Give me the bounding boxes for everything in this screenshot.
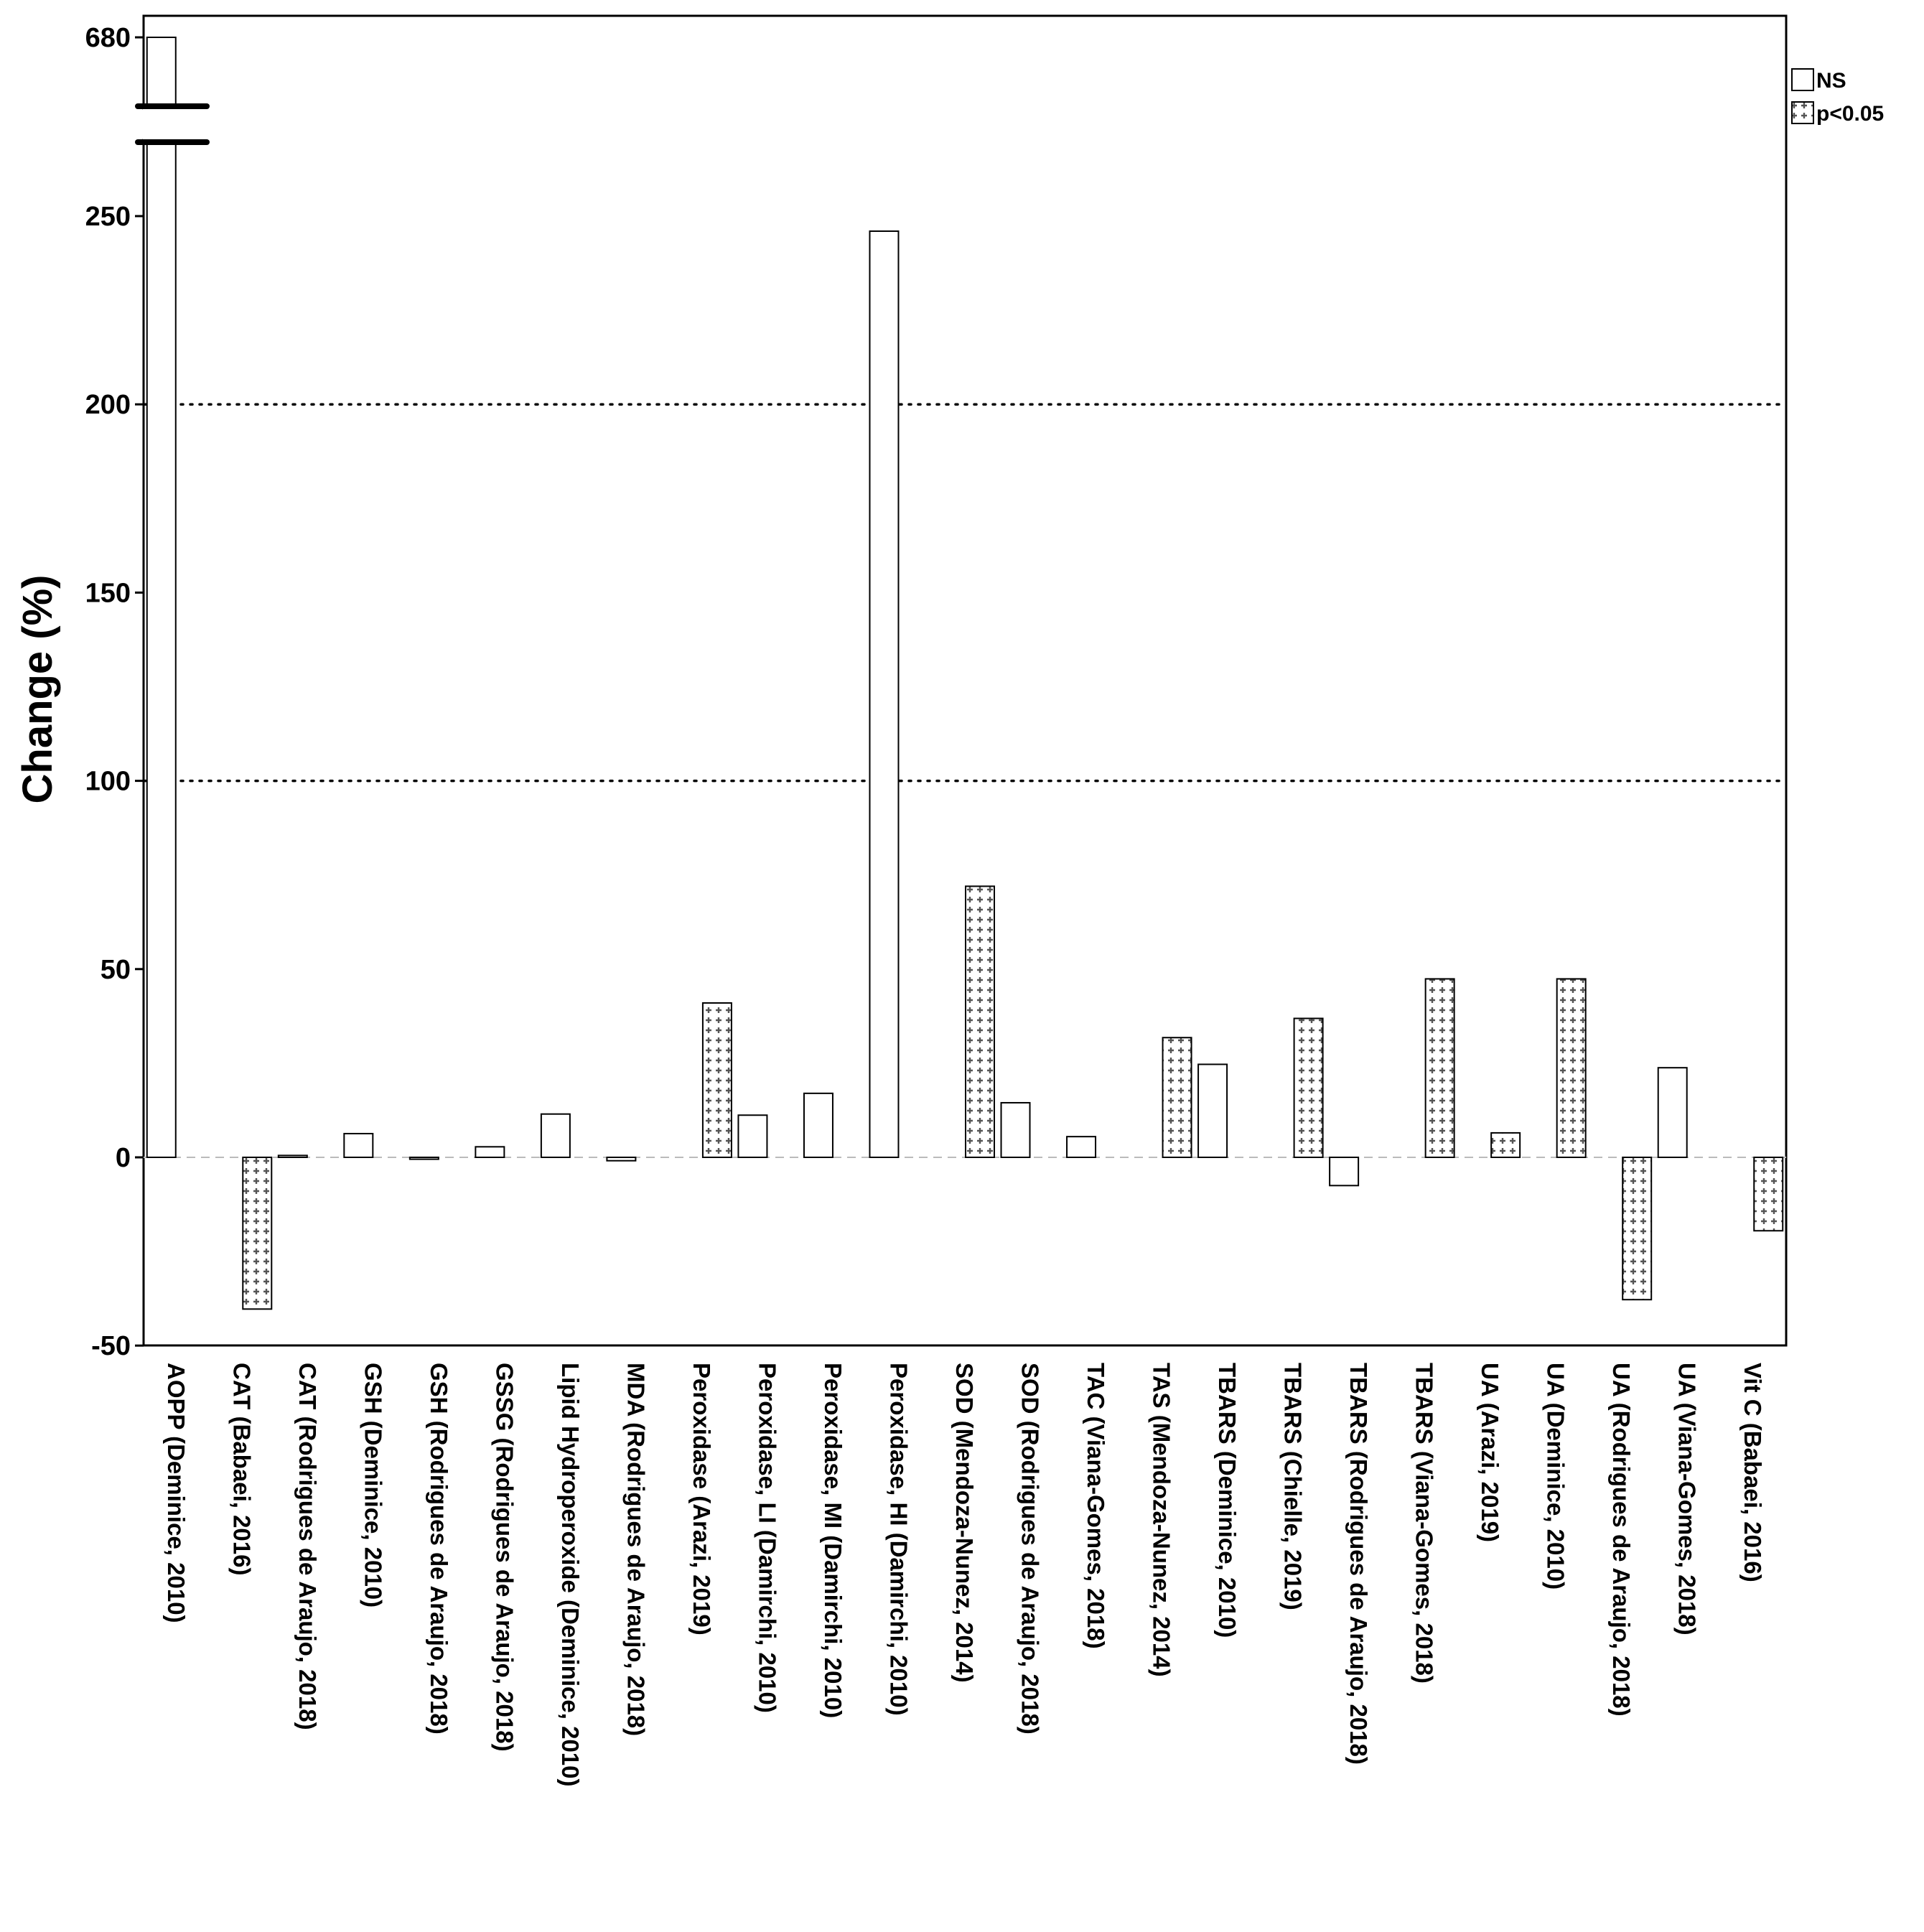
y-tick-label-6: 250: [85, 202, 131, 232]
y-axis-label: Change (%): [14, 575, 61, 804]
y-tick-label-0: -50: [91, 1331, 131, 1361]
x-tick-label-13: SOD (Rodrigues de Araujo, 2018): [1017, 1363, 1044, 1735]
bar-sig-1: [242, 1157, 273, 1310]
bar-ns-11: [869, 230, 900, 1159]
legend-swatch-ns: [1791, 68, 1814, 91]
bar-ns-14: [1066, 1136, 1097, 1158]
bar-sig-19: [1424, 978, 1455, 1159]
bar-ns-5: [475, 1146, 505, 1158]
x-tick-label-0: AOPP (Deminice, 2010): [163, 1363, 190, 1623]
y-tick-label-4: 150: [85, 578, 131, 608]
legend-swatch-sig: [1791, 101, 1814, 124]
bar-ns-2: [277, 1154, 308, 1159]
y-axis: -50 0 50 100 150 200 250 680: [85, 23, 144, 1361]
y-tick-label-top: 680: [85, 23, 131, 53]
x-tick-label-1: CAT (Babaei, 2016): [228, 1363, 255, 1575]
x-tick-label-6: Lipid Hydroperoxide (Deminice, 2010): [557, 1363, 584, 1787]
x-tick-label-4: GSH (Rodrigues de Araujo, 2018): [426, 1363, 452, 1735]
y-tick-label-5: 200: [85, 390, 131, 420]
bars: [135, 37, 1784, 1310]
x-tick-label-16: TBARS (Deminice, 2010): [1214, 1363, 1241, 1638]
axis-break-mark-1: [135, 139, 210, 145]
legend: NS p<0.05: [1791, 68, 1884, 126]
axis-break-mark-0: [135, 103, 210, 109]
x-tick-label-7: MDA (Rodrigues de Araujo, 2018): [622, 1363, 649, 1736]
legend-label-sig: p<0.05: [1816, 102, 1884, 126]
y-tick-label-1: 0: [116, 1143, 131, 1173]
x-tick-label-24: Vit C (Babaei, 2016): [1739, 1363, 1766, 1582]
bar-sig-21: [1556, 978, 1587, 1159]
bar-ns-10: [803, 1092, 833, 1159]
x-tick-label-20: UA (Arazi, 2019): [1477, 1363, 1503, 1542]
axis-break-axis-gap: [135, 110, 149, 139]
bar-ns-18: [1329, 1157, 1360, 1187]
bar-sig-12: [965, 885, 995, 1158]
x-tick-label-2: CAT (Rodrigues de Araujo, 2018): [294, 1363, 321, 1730]
bar-sig-24: [1753, 1157, 1784, 1232]
x-tick-label-14: TAC (Viana-Gomes, 2018): [1083, 1363, 1109, 1649]
bar-ns-7: [606, 1157, 637, 1162]
x-tick-label-22: UA (Rodrigues de Araujo, 2018): [1608, 1363, 1635, 1717]
bar-ns-3: [343, 1132, 374, 1158]
bar-sig-8: [701, 1002, 732, 1158]
bar-ns-4: [408, 1157, 439, 1160]
x-tick-label-21: UA (Deminice, 2010): [1543, 1363, 1569, 1590]
bar-sig-22: [1622, 1157, 1653, 1301]
y-tick-label-2: 50: [101, 955, 131, 985]
bar-sig-15: [1162, 1037, 1192, 1159]
x-tick-label-5: GSSG (Rodrigues de Araujo, 2018): [491, 1363, 518, 1752]
bar-ns-9: [737, 1114, 768, 1159]
plot-frame: [142, 14, 1788, 1347]
x-tick-label-17: TBARS (Chielle, 2019): [1280, 1363, 1307, 1610]
x-tick-label-10: Peroxidase, MI (Damirchi, 2010): [820, 1363, 846, 1718]
bar-ns-6: [540, 1113, 571, 1158]
x-tick-label-3: GSH (Deminice, 2010): [360, 1363, 386, 1607]
y-tick-label-3: 100: [85, 767, 131, 797]
x-tick-label-12: SOD (Mendoza-Nunez, 2014): [951, 1363, 978, 1683]
x-tick-label-19: TBARS (Viana-Gomes, 2018): [1411, 1363, 1438, 1684]
bar-sig-20: [1490, 1131, 1521, 1158]
x-tick-label-18: TBARS (Rodrigues de Araujo, 2018): [1345, 1363, 1372, 1765]
x-tick-label-8: Peroxidase (Arazi, 2019): [688, 1363, 715, 1635]
bar-ns-23: [1657, 1067, 1688, 1158]
plot-border: [142, 14, 1788, 1347]
bar-ns-13: [1000, 1101, 1031, 1159]
x-tick-label-23: UA (Viana-Gomes, 2018): [1674, 1363, 1701, 1635]
x-tick-labels: AOPP (Deminice, 2010) CAT (Babaei, 2016) C…: [163, 1363, 1766, 1787]
x-tick-label-11: Peroxidase, HI (Damirchi, 2010): [885, 1363, 912, 1716]
x-tick-label-15: TAS (Mendoza-Nunez, 2014): [1149, 1363, 1175, 1677]
x-tick-label-9: Peroxidase, LI (Damirchi, 2010): [754, 1363, 780, 1713]
legend-label-ns: NS: [1816, 69, 1846, 93]
bar-ns-16: [1197, 1063, 1228, 1158]
bar-ns-0: [146, 37, 177, 1158]
bar-sig-17: [1293, 1017, 1324, 1159]
